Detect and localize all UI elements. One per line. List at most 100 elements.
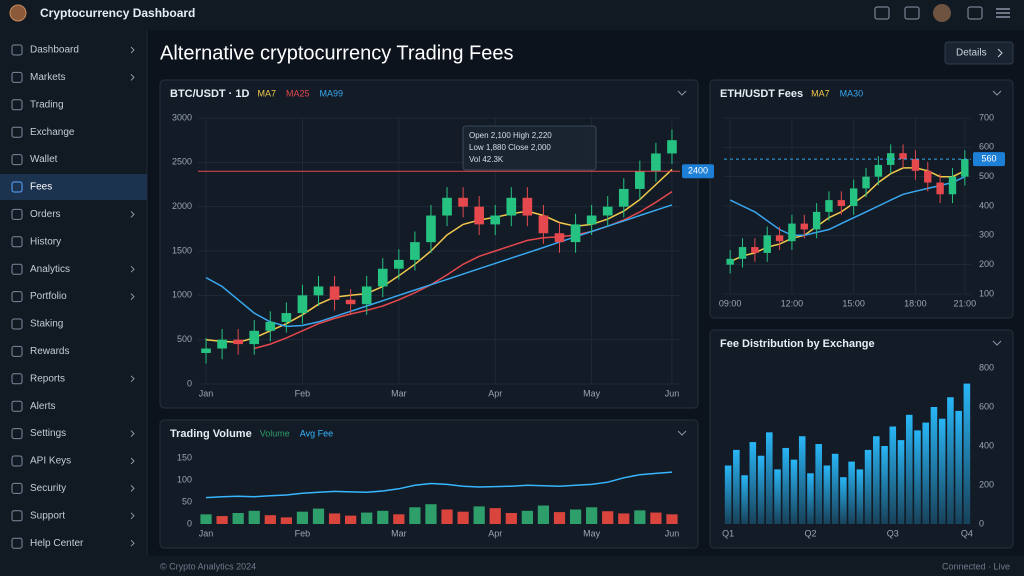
bar: [831, 453, 839, 524]
candle-body: [522, 197, 533, 216]
candle-body: [474, 206, 484, 225]
icon-button[interactable]: [874, 6, 890, 20]
bar: [782, 447, 790, 524]
x-tick-label: Q4: [961, 528, 973, 538]
bar: [553, 512, 566, 524]
panel-title: BTC/USDT · 1D: [170, 88, 250, 100]
panel: [159, 79, 699, 409]
icon-button[interactable]: [967, 6, 983, 20]
candle-body: [788, 223, 796, 242]
line-series: [205, 204, 673, 328]
panel-title: Trading Volume: [170, 428, 252, 440]
menu-icon: [11, 373, 23, 385]
menu-item[interactable]: Fees: [30, 182, 52, 193]
menu-item[interactable]: Alerts: [30, 401, 56, 412]
panel-menu[interactable]: [992, 340, 1002, 346]
chevron: [130, 74, 135, 81]
x-tick-label: Q3: [887, 528, 899, 538]
sidebar: [0, 30, 147, 556]
legend-entry: Avg Fee: [300, 428, 333, 438]
candle-body: [313, 286, 324, 296]
menu-item[interactable]: Settings: [30, 428, 66, 439]
details-button[interactable]: [944, 41, 1014, 65]
menu-item[interactable]: Orders: [30, 209, 61, 220]
candle-body: [887, 153, 895, 165]
menu-item[interactable]: Markets: [30, 72, 66, 83]
y-tick-label: 0: [979, 518, 984, 528]
menu-item[interactable]: Security: [30, 483, 66, 494]
bar: [963, 383, 971, 524]
menu-item[interactable]: Analytics: [30, 264, 70, 275]
menu-item[interactable]: History: [30, 236, 61, 247]
bar: [200, 514, 212, 524]
menu-item[interactable]: Support: [30, 510, 65, 521]
avatar[interactable]: [933, 4, 951, 22]
y-tick-label: 0: [187, 378, 192, 388]
footer: [0, 556, 1024, 576]
bar: [489, 508, 501, 524]
bar: [264, 515, 276, 524]
menu-item[interactable]: Reports: [30, 373, 65, 384]
bar: [586, 507, 598, 524]
menu-item[interactable]: API Keys: [30, 456, 71, 467]
line-series: [729, 176, 966, 237]
panel-title: Fee Distribution by Exchange: [720, 338, 875, 350]
panel-menu[interactable]: [677, 430, 687, 436]
bar: [409, 507, 421, 524]
header-bar: [0, 0, 1024, 30]
chevron: [130, 375, 135, 383]
y-tick-label: 1500: [172, 245, 192, 255]
menu-item[interactable]: Rewards: [30, 346, 69, 357]
x-tick-label: 18:00: [904, 298, 927, 308]
icon-button[interactable]: [904, 6, 920, 20]
candle-body: [345, 299, 356, 305]
menu-item-active: [0, 174, 147, 200]
logo: [9, 4, 27, 22]
candle-body: [377, 268, 388, 287]
bar: [521, 510, 533, 524]
bar: [569, 509, 582, 524]
panel-menu[interactable]: [677, 90, 687, 96]
bar: [807, 473, 814, 524]
tooltip-line: Vol 42.3K: [469, 155, 504, 164]
bar: [473, 506, 485, 524]
legend-entry: MA30: [840, 88, 864, 98]
bar: [881, 446, 888, 524]
bar: [749, 442, 757, 524]
line-series: [205, 471, 673, 499]
panel-menu[interactable]: [992, 90, 1002, 96]
candle-body: [837, 200, 846, 206]
menu-icon: [11, 126, 23, 138]
menu-item[interactable]: Exchange: [30, 127, 75, 138]
x-tick-label: Jan: [199, 528, 214, 538]
candle-body: [265, 321, 276, 331]
bar: [914, 430, 921, 524]
details-button-label[interactable]: Details: [956, 48, 987, 59]
y-tick-label: 500: [979, 171, 994, 181]
x-tick-label: May: [583, 388, 601, 398]
menu-icon: [11, 318, 23, 330]
candle-body: [924, 170, 932, 183]
menu-item[interactable]: Dashboard: [30, 45, 79, 56]
candle-body: [394, 259, 404, 269]
candle-body: [726, 258, 734, 265]
bar: [873, 436, 880, 524]
x-tick-label: 12:00: [781, 298, 804, 308]
bar: [815, 444, 822, 524]
menu-item[interactable]: Staking: [30, 319, 63, 330]
menu-item[interactable]: Trading: [30, 99, 64, 110]
x-tick-label: 15:00: [842, 298, 865, 308]
candle-body: [233, 339, 243, 345]
candle-body: [361, 286, 372, 305]
menu-item[interactable]: Help Center: [30, 538, 84, 549]
y-tick-label: 300: [979, 230, 994, 240]
menu-item[interactable]: Wallet: [30, 154, 58, 165]
x-tick-label: Jun: [665, 528, 680, 538]
menu-button[interactable]: [996, 8, 1010, 18]
x-tick-label: Apr: [488, 388, 502, 398]
menu-icon: [11, 455, 23, 467]
candle-body: [586, 215, 597, 225]
menu-item[interactable]: Portfolio: [30, 291, 67, 302]
menu-icon: [11, 154, 23, 166]
